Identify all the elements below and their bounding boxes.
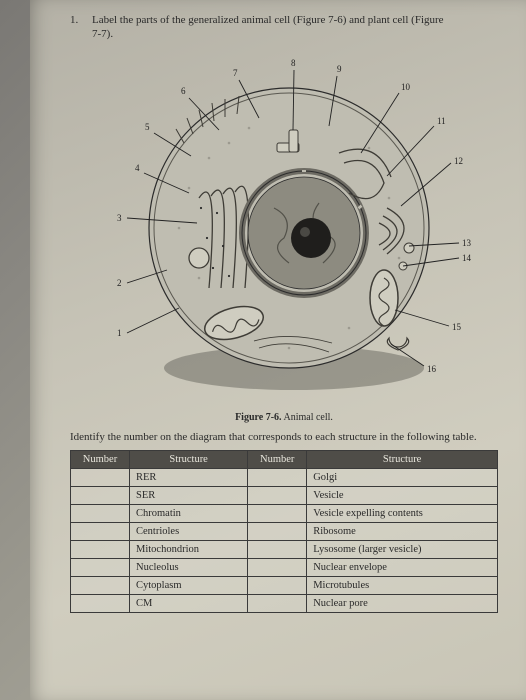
- number-cell[interactable]: [71, 577, 130, 595]
- label-12: 12: [454, 156, 463, 166]
- table-instruction: Identify the number on the diagram that …: [70, 431, 498, 445]
- structure-cell: Lysosome (larger vesicle): [307, 541, 498, 559]
- label-10: 10: [401, 82, 411, 92]
- structure-cell: Nucleolus: [130, 559, 248, 577]
- table-row: Chromatin Vesicle expelling contents: [71, 505, 498, 523]
- table-body: RER Golgi SER Vesicle Chromatin Vesicle expel…: [71, 469, 498, 613]
- content-area: 1. Label the parts of the generalized an…: [30, 0, 526, 623]
- structure-cell: Cytoplasm: [130, 577, 248, 595]
- label-16: 16: [427, 364, 437, 374]
- number-cell[interactable]: [248, 505, 307, 523]
- label-15: 15: [452, 322, 462, 332]
- table-row: Centrioles Ribosome: [71, 523, 498, 541]
- label-8: 8: [291, 58, 296, 68]
- structure-cell: Microtubules: [307, 577, 498, 595]
- question-number: 1.: [70, 14, 84, 42]
- number-cell[interactable]: [248, 577, 307, 595]
- figure-wrap: 1 2 3 4 5 6 7 8 9 10 11 12 13 14 15 16 F…: [89, 48, 479, 423]
- question-line-1: Label the parts of the generalized anima…: [92, 14, 444, 26]
- structure-cell: Nuclear pore: [307, 595, 498, 613]
- question-text: Label the parts of the generalized anima…: [92, 14, 498, 42]
- number-cell[interactable]: [248, 469, 307, 487]
- number-cell[interactable]: [248, 595, 307, 613]
- structure-cell: Vesicle: [307, 487, 498, 505]
- number-cell[interactable]: [248, 541, 307, 559]
- table-row: CM Nuclear pore: [71, 595, 498, 613]
- header-number-1: Number: [71, 451, 130, 469]
- label-7: 7: [233, 68, 238, 78]
- table-row: Cytoplasm Microtubules: [71, 577, 498, 595]
- table-row: Nucleolus Nuclear envelope: [71, 559, 498, 577]
- structure-cell: Chromatin: [130, 505, 248, 523]
- caption-rest: Animal cell.: [282, 412, 333, 423]
- structure-cell: Golgi: [307, 469, 498, 487]
- structure-cell: CM: [130, 595, 248, 613]
- number-cell[interactable]: [71, 523, 130, 541]
- question-line-2: 7-7).: [92, 28, 113, 40]
- structure-table: Number Structure Number Structure RER Gol…: [70, 450, 498, 613]
- number-cell[interactable]: [248, 487, 307, 505]
- question-row: 1. Label the parts of the generalized an…: [70, 14, 498, 42]
- table-row: SER Vesicle: [71, 487, 498, 505]
- table-row: Mitochondrion Lysosome (larger vesicle): [71, 541, 498, 559]
- number-cell[interactable]: [248, 559, 307, 577]
- header-number-2: Number: [248, 451, 307, 469]
- table-header-row: Number Structure Number Structure: [71, 451, 498, 469]
- structure-cell: Mitochondrion: [130, 541, 248, 559]
- label-3: 3: [117, 213, 122, 223]
- number-cell[interactable]: [71, 559, 130, 577]
- header-structure-2: Structure: [307, 451, 498, 469]
- table-row: RER Golgi: [71, 469, 498, 487]
- label-14: 14: [462, 253, 472, 263]
- worksheet-page: 1. Label the parts of the generalized an…: [30, 0, 526, 700]
- label-5: 5: [145, 122, 150, 132]
- header-structure-1: Structure: [130, 451, 248, 469]
- animal-cell-diagram: 1 2 3 4 5 6 7 8 9 10 11 12 13 14 15 16: [89, 48, 479, 408]
- label-9: 9: [337, 64, 342, 74]
- number-cell[interactable]: [71, 487, 130, 505]
- structure-cell: SER: [130, 487, 248, 505]
- label-1: 1: [117, 328, 122, 338]
- label-6: 6: [181, 86, 186, 96]
- number-cell[interactable]: [71, 469, 130, 487]
- structure-cell: Ribosome: [307, 523, 498, 541]
- number-cell[interactable]: [71, 541, 130, 559]
- figure-caption: Figure 7-6. Animal cell.: [89, 412, 479, 423]
- label-2: 2: [117, 278, 122, 288]
- number-cell[interactable]: [71, 595, 130, 613]
- structure-cell: Centrioles: [130, 523, 248, 541]
- structure-cell: Vesicle expelling contents: [307, 505, 498, 523]
- structure-cell: RER: [130, 469, 248, 487]
- label-13: 13: [462, 238, 472, 248]
- number-cell[interactable]: [248, 523, 307, 541]
- label-11: 11: [437, 116, 446, 126]
- structure-cell: Nuclear envelope: [307, 559, 498, 577]
- caption-bold: Figure 7-6.: [235, 412, 281, 423]
- number-cell[interactable]: [71, 505, 130, 523]
- label-4: 4: [135, 163, 140, 173]
